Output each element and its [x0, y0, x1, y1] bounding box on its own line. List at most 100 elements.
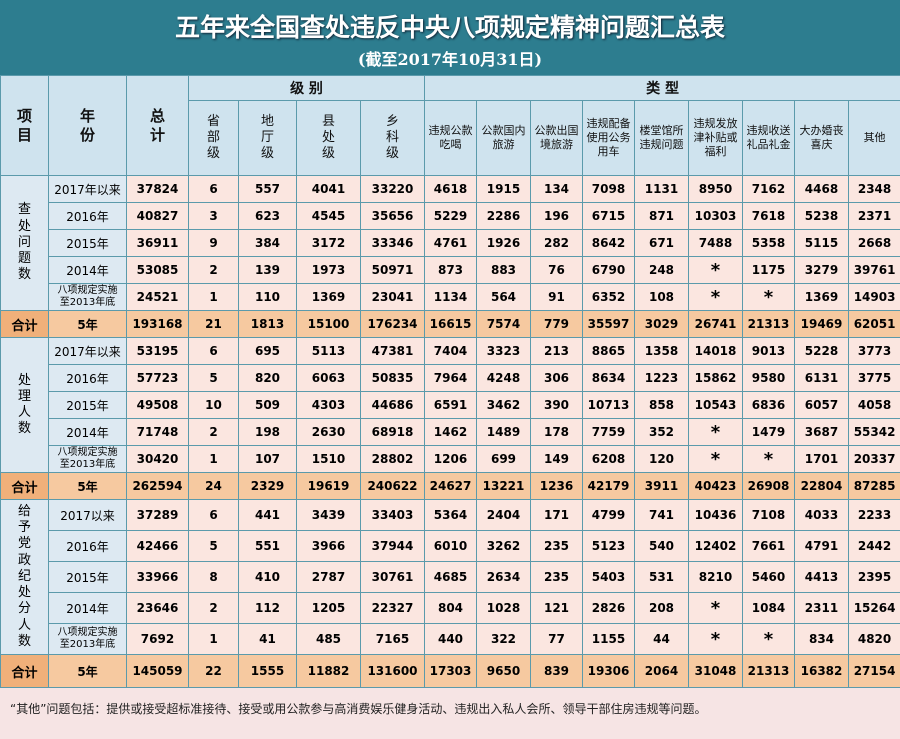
year-label: 5年 [48, 654, 127, 688]
value-cell: 1510 [296, 445, 361, 473]
value-cell: 322 [476, 623, 531, 655]
value-cell: 4041 [296, 175, 361, 203]
value-cell: 384 [238, 229, 297, 257]
column-header: 乡科级 [360, 100, 425, 176]
value-cell: 198 [238, 418, 297, 446]
total-cell: 2329 [238, 472, 297, 500]
value-cell: * [688, 592, 743, 624]
value-cell: 7692 [126, 623, 189, 655]
value-cell: 1134 [424, 283, 477, 311]
year-label: 2017年以来 [48, 337, 127, 365]
value-cell: 37944 [360, 530, 425, 562]
year-label: 5年 [48, 472, 127, 500]
value-cell: 1084 [742, 592, 795, 624]
total-cell: 7574 [476, 310, 531, 338]
year-label: 2014年 [48, 418, 127, 446]
value-cell: 120 [634, 445, 689, 473]
value-cell: 10 [188, 391, 239, 419]
value-cell: 5 [188, 364, 239, 392]
total-row: 合计 5年 262594 24 2329 19619 240622 24627 13221 123… [0, 472, 900, 500]
value-cell: 2 [188, 418, 239, 446]
value-cell: 8865 [582, 337, 635, 365]
column-header: 地厅级 [238, 100, 297, 176]
value-cell: 3775 [847, 364, 900, 392]
value-cell: 695 [238, 337, 297, 365]
value-cell: 5238 [794, 202, 849, 230]
year-label: 2017以来 [48, 499, 127, 531]
value-cell: 2371 [847, 202, 900, 230]
value-cell: 4799 [582, 499, 635, 531]
value-cell: 3439 [296, 499, 361, 531]
value-cell: 178 [530, 418, 583, 446]
value-cell: * [688, 256, 743, 284]
total-cell: 240622 [360, 472, 425, 500]
value-cell: 6790 [582, 256, 635, 284]
value-cell: 10713 [582, 391, 635, 419]
value-cell: 1155 [582, 623, 635, 655]
data-row: 八项规定实施至2013年底 7692 1 41 485 7165 440 322 77 1155 4… [1, 623, 900, 655]
value-cell: 20337 [847, 445, 900, 473]
value-cell: 235 [530, 530, 583, 562]
value-cell: 7165 [360, 623, 425, 655]
total-cell: 1236 [530, 472, 583, 500]
value-cell: 410 [238, 561, 297, 593]
value-cell: 37824 [126, 175, 189, 203]
value-cell: 196 [530, 202, 583, 230]
value-cell: * [688, 283, 743, 311]
value-cell: 2634 [476, 561, 531, 593]
column-header: 违规公款吃喝 [424, 100, 477, 176]
value-cell: * [742, 283, 795, 311]
value-cell: 2 [188, 256, 239, 284]
value-cell: 14018 [688, 337, 743, 365]
value-cell: 139 [238, 256, 297, 284]
value-cell: 1175 [742, 256, 795, 284]
value-cell: 3 [188, 202, 239, 230]
value-cell: 5 [188, 530, 239, 562]
total-cell: 42179 [582, 472, 635, 500]
total-cell: 24 [188, 472, 239, 500]
total-cell: 131600 [360, 654, 425, 688]
total-cell: 176234 [360, 310, 425, 338]
value-cell: 2395 [847, 561, 900, 593]
value-cell: 1 [188, 623, 239, 655]
value-cell: 5403 [582, 561, 635, 593]
value-cell: 33220 [360, 175, 425, 203]
total-cell: 21313 [742, 310, 795, 338]
value-cell: 2311 [794, 592, 849, 624]
value-cell: 440 [424, 623, 477, 655]
header-row: 省部级 地厅级 县处级 乡科级 违规公款吃喝 公款国内旅游 公款出国境旅游 违规配备使用公务用… [1, 100, 900, 176]
value-cell: 4618 [424, 175, 477, 203]
value-cell: 235 [530, 561, 583, 593]
value-cell: 883 [476, 256, 531, 284]
value-cell: 9013 [742, 337, 795, 365]
value-cell: 834 [794, 623, 849, 655]
year-label: 2016年 [48, 202, 127, 230]
total-cell: 19469 [794, 310, 849, 338]
value-cell: 1926 [476, 229, 531, 257]
value-cell: 76 [530, 256, 583, 284]
value-cell: 7759 [582, 418, 635, 446]
value-cell: 3323 [476, 337, 531, 365]
total-cell: 35597 [582, 310, 635, 338]
value-cell: 47381 [360, 337, 425, 365]
value-cell: 352 [634, 418, 689, 446]
value-cell: 623 [238, 202, 297, 230]
total-cell: 21 [188, 310, 239, 338]
value-cell: * [688, 418, 743, 446]
value-cell: 5113 [296, 337, 361, 365]
total-cell: 87285 [847, 472, 900, 500]
value-cell: 1462 [424, 418, 477, 446]
total-cell: 31048 [688, 654, 743, 688]
value-cell: 23041 [360, 283, 425, 311]
total-cell: 24627 [424, 472, 477, 500]
total-cell: 27154 [847, 654, 900, 688]
value-cell: 871 [634, 202, 689, 230]
value-cell: 2286 [476, 202, 531, 230]
value-cell: 4248 [476, 364, 531, 392]
value-cell: 5123 [582, 530, 635, 562]
value-cell: 33966 [126, 561, 189, 593]
value-cell: 557 [238, 175, 297, 203]
total-row: 合计 5年 193168 21 1813 15100 176234 16615 7574 779 3… [0, 310, 900, 338]
value-cell: 112 [238, 592, 297, 624]
value-cell: 68918 [360, 418, 425, 446]
